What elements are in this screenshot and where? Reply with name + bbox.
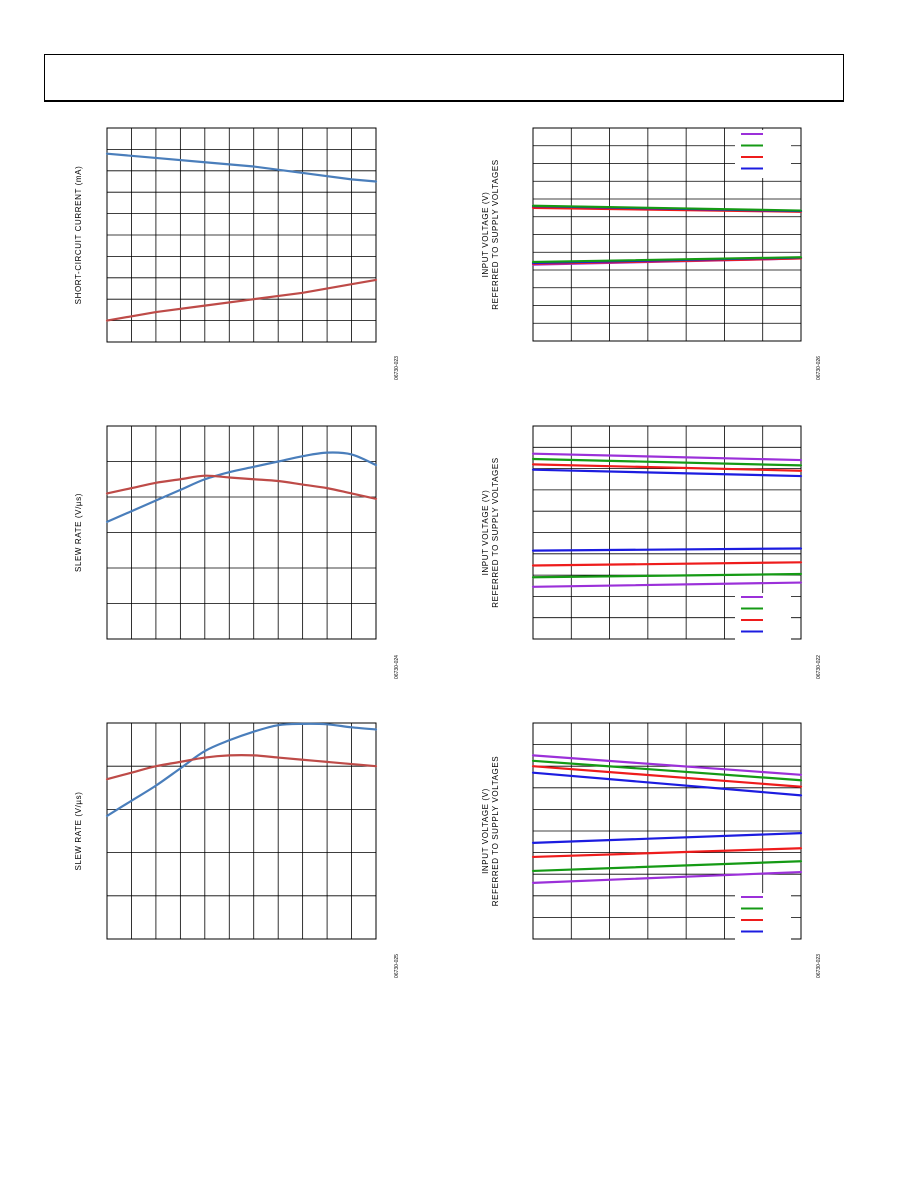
- series-line-1: [105, 451, 378, 523]
- legend-background: [735, 893, 791, 941]
- series-line-2: [105, 474, 378, 500]
- figure-code: 06730-022: [816, 655, 822, 679]
- series-line-1: [531, 754, 803, 776]
- series-line-1: [531, 452, 803, 462]
- chart-slew-rate-2: SLEW RATE (V/µs) 06730-025: [74, 722, 400, 978]
- legend-background: [735, 593, 791, 641]
- figure-code: 06730-024: [394, 655, 400, 679]
- y-axis-label-line: REFERRED TO SUPPLY VOLTAGES: [491, 756, 500, 906]
- plot-area-frame: [106, 127, 377, 343]
- y-axis-label-line: SLEW RATE (V/µs): [74, 493, 83, 572]
- series-line-7: [531, 572, 803, 579]
- series-line-3: [531, 463, 803, 472]
- series-line-5: [531, 547, 803, 552]
- y-axis-label-line: INPUT VOLTAGE (V): [481, 490, 490, 576]
- chart-legend: [735, 893, 791, 941]
- series-line-7: [531, 860, 803, 873]
- series-line-4: [531, 204, 803, 212]
- series-line-2: [105, 754, 378, 781]
- y-axis-label: INPUT VOLTAGE (V)REFERRED TO SUPPLY VOLT…: [481, 457, 500, 607]
- series-line-2: [531, 759, 803, 782]
- y-axis-label: SHORT-CIRCUIT CURRENT (mA): [74, 166, 83, 305]
- y-axis-label-line: SLEW RATE (V/µs): [74, 792, 83, 871]
- chart-short-circuit-current: SHORT-CIRCUIT CURRENT (mA) 06730-023: [74, 127, 400, 380]
- series-line-8: [531, 870, 803, 884]
- y-axis-label-line: INPUT VOLTAGE (V): [481, 192, 490, 278]
- chart-input-voltage-1: INPUT VOLTAGE (V)REFERRED TO SUPPLY VOLT…: [481, 127, 822, 380]
- series-line-4: [531, 468, 803, 478]
- chart-legend: [735, 593, 791, 641]
- series-line-4: [531, 771, 803, 797]
- series-line-2: [105, 278, 378, 322]
- figure-code: 06730-023: [394, 356, 400, 380]
- series-line-2: [531, 457, 803, 467]
- figure-code: 06730-026: [816, 356, 822, 380]
- chart-legend: [735, 130, 791, 178]
- y-axis-label: INPUT VOLTAGE (V)REFERRED TO SUPPLY VOLT…: [481, 756, 500, 906]
- chart-input-voltage-3: INPUT VOLTAGE (V)REFERRED TO SUPPLY VOLT…: [481, 722, 822, 978]
- plot-area-frame: [106, 722, 377, 940]
- y-axis-label: INPUT VOLTAGE (V)REFERRED TO SUPPLY VOLT…: [481, 159, 500, 309]
- figure-code: 06730-025: [394, 954, 400, 978]
- page-header-box: [44, 54, 844, 102]
- chart-slew-rate-1: SLEW RATE (V/µs) 06730-024: [74, 425, 400, 679]
- series-line-1: [105, 722, 378, 817]
- y-axis-label-line: REFERRED TO SUPPLY VOLTAGES: [491, 159, 500, 309]
- series-line-6: [531, 847, 803, 859]
- series-line-1: [105, 152, 378, 183]
- plot-area-frame: [532, 425, 802, 640]
- plot-area-frame: [532, 127, 802, 342]
- series-line-8: [531, 256, 803, 264]
- legend-background: [735, 130, 791, 178]
- series-line-8: [531, 581, 803, 588]
- y-axis-label: SLEW RATE (V/µs): [74, 792, 83, 871]
- plot-area-frame: [532, 722, 802, 940]
- plot-area-frame: [106, 425, 377, 640]
- series-line-5: [531, 832, 803, 844]
- y-axis-label-line: REFERRED TO SUPPLY VOLTAGES: [491, 457, 500, 607]
- y-axis-label-line: INPUT VOLTAGE (V): [481, 788, 490, 874]
- y-axis-label: SLEW RATE (V/µs): [74, 493, 83, 572]
- figure-code: 06730-023: [816, 954, 822, 978]
- chart-input-voltage-2: INPUT VOLTAGE (V)REFERRED TO SUPPLY VOLT…: [481, 425, 822, 679]
- series-line-3: [531, 765, 803, 788]
- series-line-6: [531, 561, 803, 567]
- y-axis-label-line: SHORT-CIRCUIT CURRENT (mA): [74, 166, 83, 305]
